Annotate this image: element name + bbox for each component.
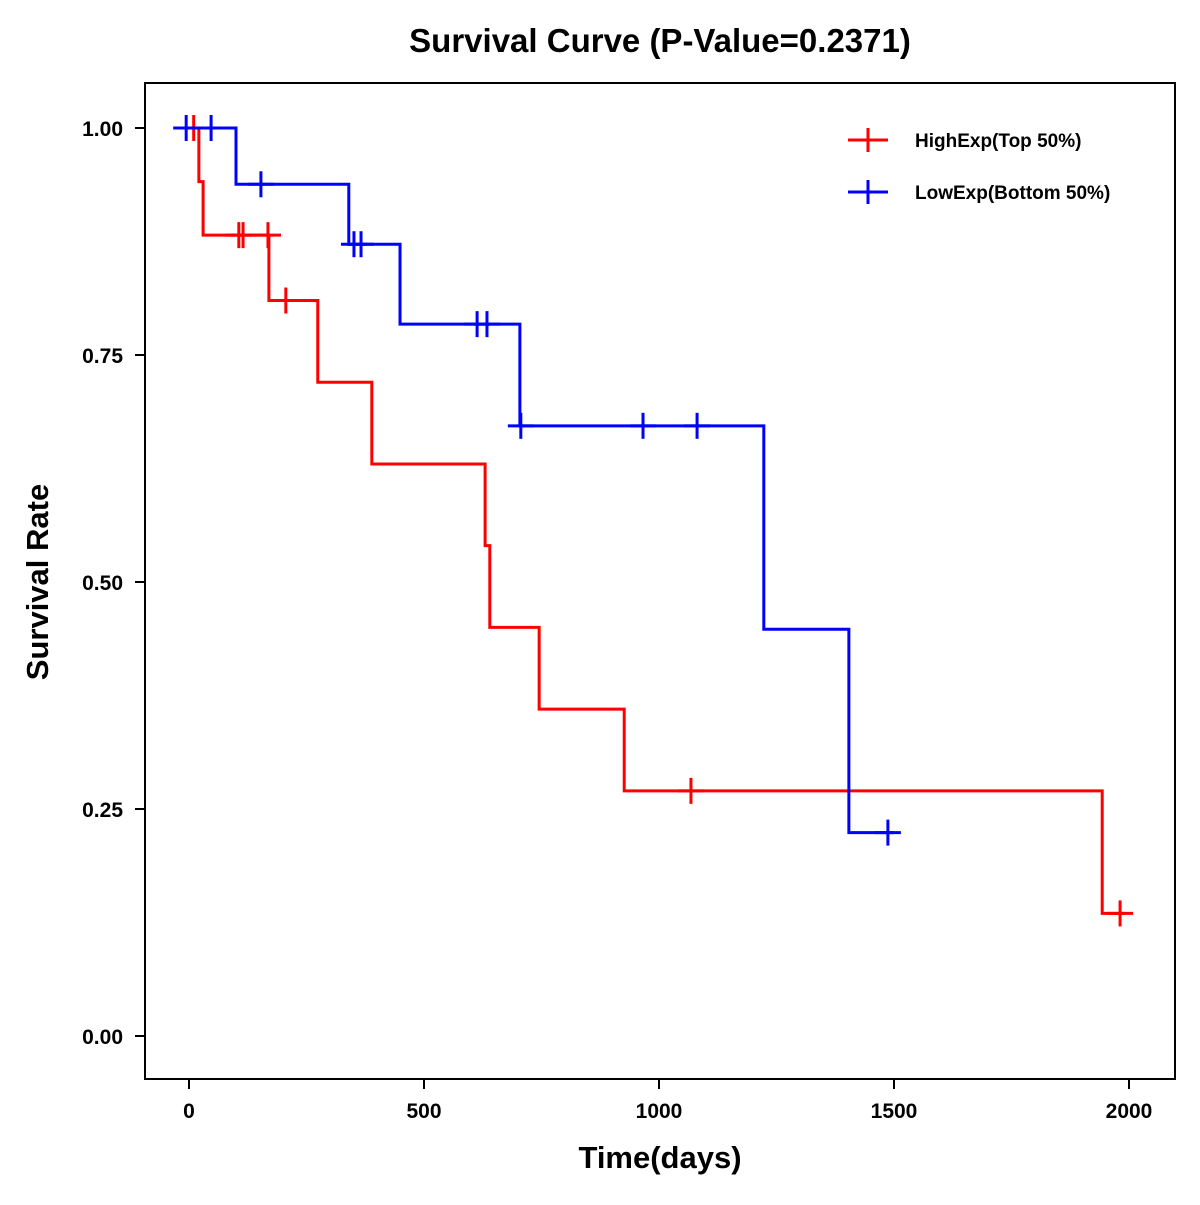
plot-panel bbox=[144, 82, 1176, 1080]
censor-mark bbox=[684, 412, 711, 439]
censor-mark bbox=[677, 777, 704, 804]
x-tick-label: 500 bbox=[406, 1100, 441, 1123]
legend: HighExp(Top 50%) LowExp(Bottom 50%) bbox=[848, 128, 1110, 204]
chart-title: Survival Curve (P-Value=0.2371) bbox=[409, 22, 911, 59]
series-low-exp bbox=[173, 115, 901, 846]
x-axis: 0 500 1000 1500 2000 bbox=[183, 1079, 1152, 1123]
censor-mark bbox=[198, 115, 225, 141]
censor-mark bbox=[630, 412, 657, 439]
x-tick-label: 1000 bbox=[636, 1100, 683, 1123]
censor-mark bbox=[1107, 900, 1134, 927]
x-tick-label: 1500 bbox=[871, 1100, 918, 1123]
legend-item: LowExp(Bottom 50%) bbox=[848, 180, 1110, 204]
censor-mark bbox=[173, 115, 200, 141]
x-tick-label: 2000 bbox=[1106, 1100, 1153, 1123]
censor-mark bbox=[230, 222, 257, 249]
x-axis-title: Time(days) bbox=[578, 1140, 741, 1175]
legend-label: LowExp(Bottom 50%) bbox=[915, 183, 1110, 204]
x-tick-label: 0 bbox=[183, 1100, 195, 1123]
legend-label: HighExp(Top 50%) bbox=[915, 131, 1081, 152]
censor-mark bbox=[272, 287, 299, 314]
y-tick-label: 0.25 bbox=[82, 799, 123, 822]
censor-mark bbox=[473, 311, 500, 338]
y-axis: 0.00 0.25 0.50 0.75 1.00 bbox=[82, 118, 145, 1049]
y-tick-label: 0.50 bbox=[82, 572, 123, 595]
censor-mark bbox=[348, 231, 375, 258]
y-axis-title: Survival Rate bbox=[20, 484, 55, 680]
y-tick-label: 0.75 bbox=[82, 345, 123, 368]
censor-mark bbox=[247, 171, 274, 198]
legend-item: HighExp(Top 50%) bbox=[848, 128, 1081, 152]
y-tick-label: 1.00 bbox=[82, 118, 123, 141]
y-tick-label: 0.00 bbox=[82, 1026, 123, 1049]
censor-mark bbox=[507, 412, 534, 439]
survival-step-line bbox=[189, 126, 1125, 915]
censor-mark bbox=[874, 819, 901, 846]
censor-mark bbox=[254, 222, 281, 249]
series-layer bbox=[173, 115, 1134, 927]
